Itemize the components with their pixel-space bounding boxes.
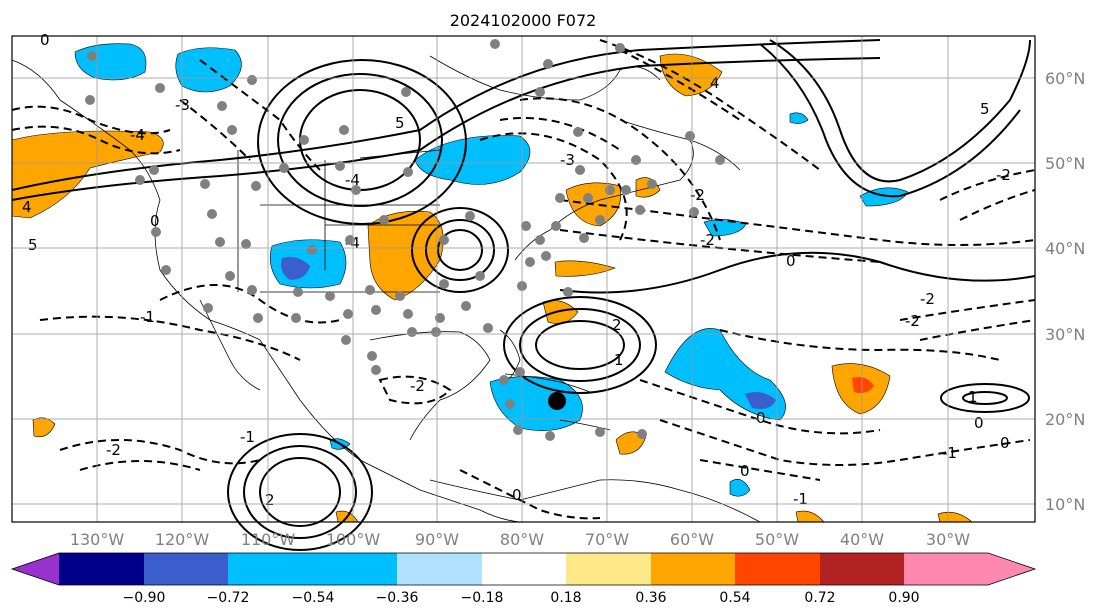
colorbar-segment	[735, 553, 820, 585]
contour-label: 0	[974, 414, 984, 432]
colorbar-arrow-low	[12, 553, 59, 585]
lon-label: 80°W	[500, 530, 544, 549]
contour-label: 2	[265, 491, 275, 509]
map-panel: 0 4 5 -3 -4 -2 -1 0 5 -2 2 -1 0 1 -2 0 -…	[11, 31, 1036, 551]
lat-label: 50°N	[1045, 154, 1085, 173]
colorbar-segment	[228, 553, 313, 585]
lat-label: 10°N	[1045, 495, 1085, 514]
lat-label: 60°N	[1045, 69, 1085, 88]
contour-label: -2	[106, 441, 121, 459]
colorbar-segment	[313, 553, 397, 585]
storm-center-marker	[548, 392, 566, 410]
colorbar-tick-label: 0.72	[804, 590, 835, 606]
lon-label: 60°W	[670, 530, 714, 549]
colorbar-tick-label: 0.54	[719, 590, 750, 606]
station-markers	[85, 39, 725, 441]
lat-label: 30°N	[1045, 325, 1085, 344]
contour-label: -1	[240, 428, 255, 446]
colorbar-segment	[820, 553, 904, 585]
lon-label: 70°W	[585, 530, 629, 549]
lon-label: 50°W	[755, 530, 799, 549]
colorbar-tick-label: −0.90	[123, 590, 166, 606]
graticule	[12, 36, 1035, 522]
lon-label: 130°W	[70, 530, 125, 549]
lon-label: 30°W	[926, 530, 970, 549]
lat-label: 20°N	[1045, 410, 1085, 429]
lon-label: 120°W	[155, 530, 210, 549]
colorbar-tick-label: −0.18	[461, 590, 504, 606]
lat-label: 40°N	[1045, 239, 1085, 258]
contour-label: -2	[996, 166, 1011, 184]
colorbar-tick-label: 0.90	[888, 590, 919, 606]
contour-label: 5	[980, 100, 990, 118]
contour-label: 0	[786, 252, 796, 270]
lon-label: 90°W	[415, 530, 459, 549]
colorbar-segment	[904, 553, 988, 585]
contour-label: -3	[560, 151, 575, 169]
contour-label: 0	[756, 409, 766, 427]
lon-label: 100°W	[326, 530, 381, 549]
longitude-labels: 130°W 120°W 110°W 100°W 90°W 80°W 70°W 6…	[70, 530, 970, 549]
contour-label: 0	[1000, 434, 1010, 452]
contour-label: -1	[942, 444, 957, 462]
colorbar: −0.90 −0.72 −0.54 −0.36 −0.18 0.18 0.36 …	[10, 552, 1037, 606]
lon-label: 40°W	[840, 530, 884, 549]
contour-label: 0	[40, 31, 50, 49]
contour-label: -2	[920, 290, 935, 308]
colorbar-segment	[59, 553, 144, 585]
contour-label: -2	[410, 377, 425, 395]
contour-label: -1	[793, 490, 808, 508]
colorbar-tick-label: −0.72	[207, 590, 250, 606]
contour-label: -2	[700, 231, 715, 249]
colorbar-segment	[566, 553, 651, 585]
contour-label: 5	[28, 236, 38, 254]
contour-label: 1	[614, 351, 624, 369]
map-frame	[11, 35, 1036, 523]
contour-label: 4	[710, 74, 720, 92]
colorbar-segment	[144, 553, 228, 585]
contour-label: 0	[740, 462, 750, 480]
contour-label: 2	[612, 316, 622, 334]
map-title: 2024102000 F072	[450, 11, 597, 30]
latitude-labels: 60°N 50°N 40°N 30°N 20°N 10°N	[1045, 69, 1085, 514]
contour-label: -4	[345, 171, 360, 189]
colorbar-tick-label: −0.54	[292, 590, 335, 606]
contour-label: 1	[968, 388, 978, 406]
colorbar-tick-label: −0.36	[376, 590, 419, 606]
colorbar-arrow-high	[988, 553, 1035, 585]
colorbar-tick-label: 0.18	[550, 590, 581, 606]
colorbar-segment	[482, 553, 566, 585]
colorbar-tick-label: 0.36	[635, 590, 666, 606]
contour-label: -2	[905, 312, 920, 330]
contour-label: 5	[395, 114, 405, 132]
contour-label: -1	[140, 308, 155, 326]
contour-label: 4	[22, 198, 32, 216]
contour-label: 0	[512, 486, 522, 504]
contour-label: 0	[150, 212, 160, 230]
lon-label: 110°W	[241, 530, 296, 549]
colorbar-segment	[397, 553, 482, 585]
contour-label: -4	[130, 126, 145, 144]
colorbar-segment	[651, 553, 735, 585]
contour-label: -2	[690, 186, 705, 204]
